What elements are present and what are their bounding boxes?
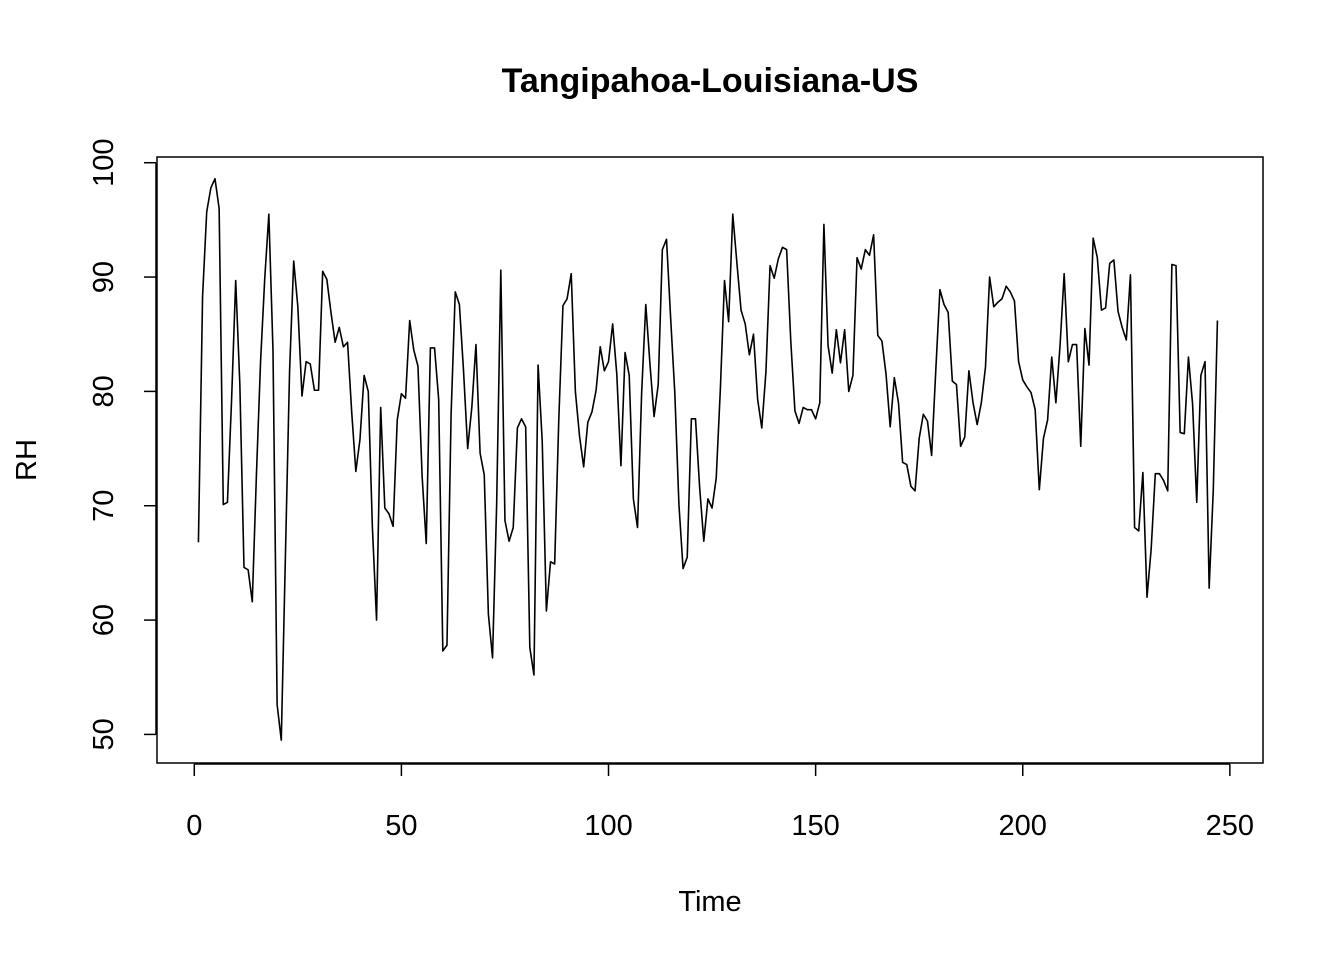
- x-tick-label: 250: [1206, 810, 1254, 842]
- rh-series-line: [197, 177, 1219, 741]
- x-tick-label: 200: [999, 810, 1047, 842]
- y-axis: 50 60 70 80 90 100: [88, 139, 157, 751]
- y-tick-label: 100: [88, 139, 120, 187]
- y-tick-label: 60: [88, 604, 120, 636]
- x-tick-label: 150: [791, 810, 839, 842]
- y-tick-label: 70: [88, 490, 120, 522]
- x-axis: 0 50 100 150 200 250: [186, 763, 1254, 842]
- y-tick-label: 80: [88, 375, 120, 407]
- y-tick-label: 90: [88, 261, 120, 293]
- x-tick-label: 50: [385, 810, 417, 842]
- chart-title: Tangipahoa-Louisiana-US: [502, 62, 919, 100]
- x-tick-label: 0: [186, 810, 202, 842]
- y-axis-label: RH: [11, 439, 43, 481]
- plot-frame: [156, 156, 1264, 764]
- x-axis-label: Time: [678, 886, 741, 918]
- series-layer: [197, 177, 1219, 741]
- x-tick-label: 100: [584, 810, 632, 842]
- y-tick-label: 50: [88, 718, 120, 750]
